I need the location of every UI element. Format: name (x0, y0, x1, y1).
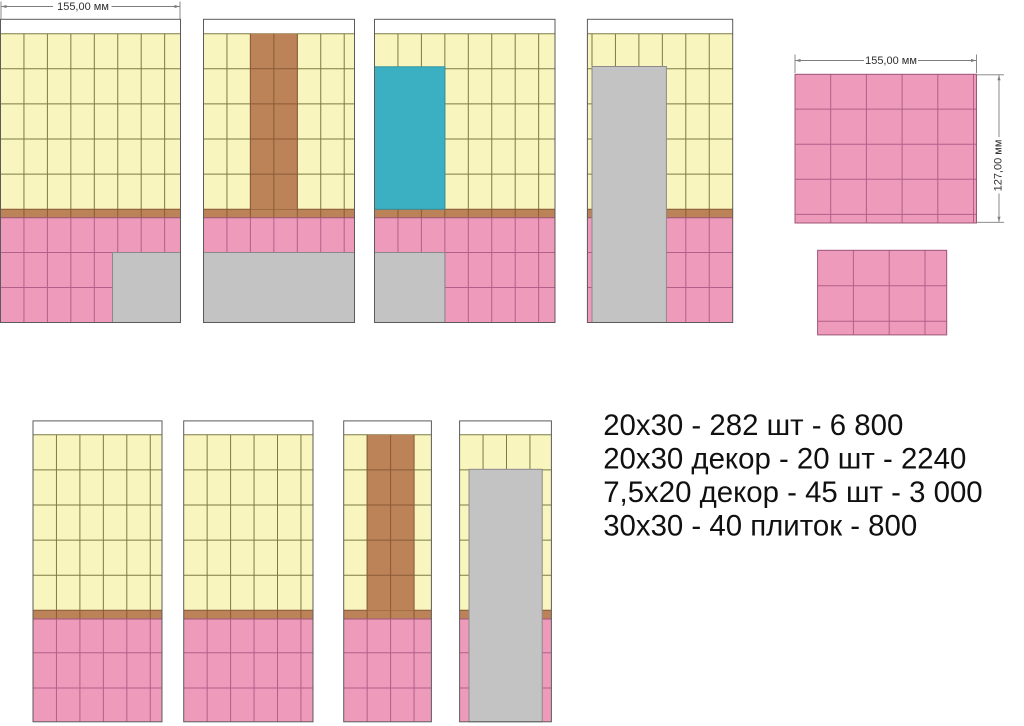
svg-text:155,00 мм: 155,00 мм (57, 1, 109, 13)
svg-text:155,00 мм: 155,00 мм (865, 55, 917, 67)
svg-text:20х30 - 282 шт - 6 800: 20х30 - 282 шт - 6 800 (603, 409, 903, 442)
svg-text:7,5х20 декор - 45 шт - 3 000: 7,5х20 декор - 45 шт - 3 000 (603, 476, 982, 509)
svg-text:30х30 - 40 плиток - 800: 30х30 - 40 плиток - 800 (603, 510, 917, 543)
svg-text:127,00 мм: 127,00 мм (993, 140, 1005, 192)
svg-text:20х30 декор - 20 шт - 2240: 20х30 декор - 20 шт - 2240 (603, 443, 966, 476)
